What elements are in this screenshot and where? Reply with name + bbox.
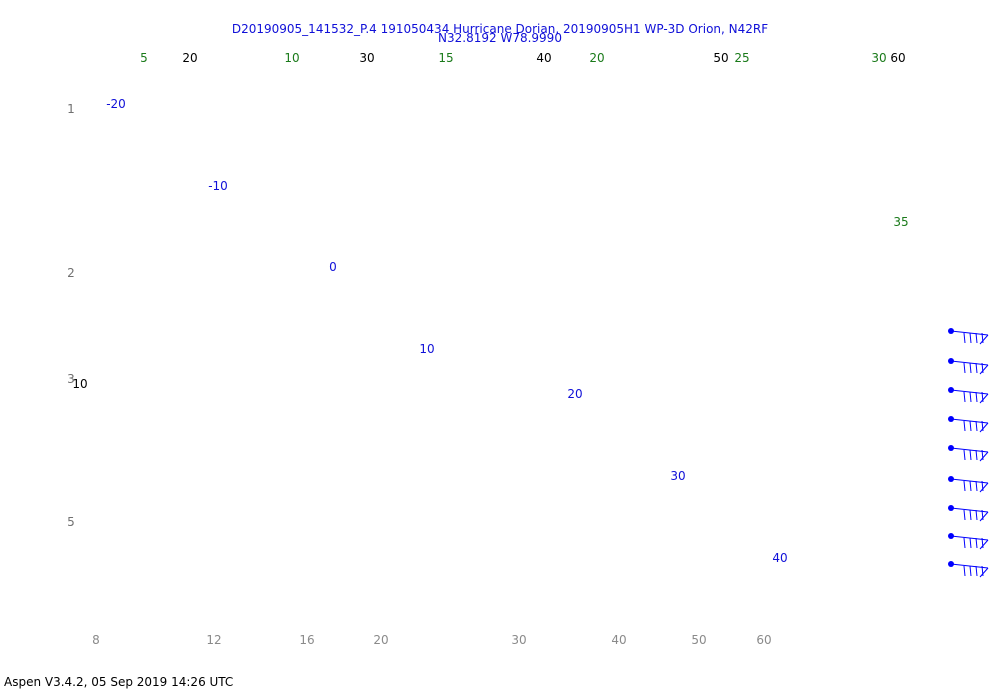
wind-barb-feather (963, 420, 966, 432)
wind-barb-feather (963, 362, 966, 374)
wind-barb-feather (979, 393, 989, 404)
wind-barb (948, 358, 989, 375)
mixing-ratio-label-40: 40 (611, 633, 626, 647)
wind-barb-feather (979, 334, 989, 345)
dry-adiabat-label-5: 5 (140, 51, 148, 65)
diagram-grid (0, 0, 1000, 1)
isotherm-label-40: 40 (536, 51, 551, 65)
wind-barb-feather (963, 449, 966, 461)
wind-barb-feather (975, 362, 978, 374)
temperature-label-30: 30 (670, 469, 685, 483)
dry-adiabat-label-25: 25 (734, 51, 749, 65)
mixing-ratio-label-20: 20 (373, 633, 388, 647)
isotherm-label-60: 60 (890, 51, 905, 65)
moist-adiabat-line (0, 0, 768, 1)
moist-adiabat-line (0, 0, 184, 1)
isotherm-label-30: 30 (359, 51, 374, 65)
wind-barb-feather (979, 451, 989, 462)
wind-barb-feather (979, 422, 989, 433)
wind-barb (948, 476, 989, 493)
moist-adiabat-line (7, 0, 867, 1)
height-label-3: 3 (67, 372, 75, 386)
moist-adiabat-line (0, 0, 670, 1)
dry-adiabat-label-10: 10 (284, 51, 299, 65)
wind-barb-feather (969, 449, 972, 461)
height-label-2: 2 (67, 266, 75, 280)
temperature-label-40: 40 (772, 551, 787, 565)
wind-barb-feather (969, 565, 972, 577)
wind-barb (948, 505, 989, 522)
wind-barb (948, 387, 989, 404)
wind-barb-feather (979, 539, 989, 550)
wind-barb (948, 445, 989, 462)
dry-adiabat-label-30: 30 (871, 51, 886, 65)
temperature-label-0: 0 (329, 260, 337, 274)
wind-barb-feather (975, 509, 978, 521)
wind-barb-feather (969, 332, 972, 344)
wind-barb-feather (969, 480, 972, 492)
wind-barb (948, 416, 989, 433)
wind-barb-feather (975, 449, 978, 461)
temperature-label--20: -20 (106, 97, 126, 111)
temperature-label--10: -10 (208, 179, 228, 193)
mixing-ratio-label-12: 12 (206, 633, 221, 647)
wind-barb-feather (979, 511, 989, 522)
wind-barb (948, 328, 989, 345)
mixing-ratio-label-30: 30 (511, 633, 526, 647)
wind-barb-feather (963, 480, 966, 492)
temperature-label-20: 20 (567, 387, 582, 401)
isotherm-label-50: 50 (713, 51, 728, 65)
wind-barb-feather (963, 509, 966, 521)
mixing-ratio-label-16: 16 (299, 633, 314, 647)
wind-barb-feather (979, 364, 989, 375)
wind-barb-feather (963, 332, 966, 344)
moist-adiabat-line (0, 0, 574, 1)
moist-adiabat-line (232, 0, 1000, 1)
wind-barb-feather (975, 391, 978, 403)
height-label-5: 5 (67, 515, 75, 529)
dry-adiabat-label-35: 35 (893, 215, 908, 229)
temperature-label-10: 10 (419, 342, 434, 356)
wind-barbs (948, 328, 989, 578)
axis-labels: 60070080090010001235-20-1001020304020304… (67, 51, 908, 647)
moist-adiabat-line (0, 0, 478, 1)
wind-barb (948, 561, 989, 578)
height-label-1: 1 (67, 102, 75, 116)
software-version-footer: Aspen V3.4.2, 05 Sep 2019 14:26 UTC (4, 675, 233, 689)
wind-barb-feather (969, 420, 972, 432)
wind-barb-feather (975, 420, 978, 432)
wind-barb-feather (963, 565, 966, 577)
mixing-ratio-label-60: 60 (756, 633, 771, 647)
mixing-ratio-label-50: 50 (691, 633, 706, 647)
moist-adiabat-line (124, 0, 968, 1)
wind-barb-feather (975, 565, 978, 577)
wind-barb-feather (979, 567, 989, 578)
wind-barb-feather (969, 362, 972, 374)
wind-barb-feather (979, 482, 989, 493)
mixing-ratio-label-8: 8 (92, 633, 100, 647)
wind-barb (948, 533, 989, 550)
isotherm-label-20: 20 (182, 51, 197, 65)
dry-adiabat-label-20: 20 (589, 51, 604, 65)
wind-barb-feather (969, 537, 972, 549)
wind-barb-feather (963, 391, 966, 403)
wind-barb-feather (969, 391, 972, 403)
moist-adiabat-line (0, 0, 382, 1)
wind-barb-feather (975, 537, 978, 549)
dry-adiabat-label-15: 15 (438, 51, 453, 65)
wind-barb-feather (975, 480, 978, 492)
wind-barb-feather (975, 332, 978, 344)
chart-title: D20190905_141532_P.4 191050434 Hurricane… (232, 22, 768, 36)
chart-location: N32.8192 W78.9990 (438, 31, 562, 45)
isotherm-label-10-left: 10 (72, 377, 87, 391)
wind-barb-feather (963, 537, 966, 549)
wind-barb-feather (969, 509, 972, 521)
moist-adiabat-line (0, 0, 284, 1)
